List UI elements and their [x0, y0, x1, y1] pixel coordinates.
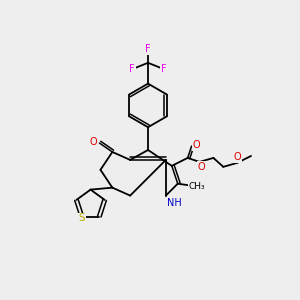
Text: O: O	[193, 140, 200, 150]
Text: F: F	[145, 44, 151, 54]
Text: F: F	[161, 64, 167, 74]
Text: O: O	[198, 162, 205, 172]
Text: O: O	[233, 152, 241, 162]
Text: NH: NH	[167, 199, 182, 208]
Text: F: F	[129, 64, 135, 74]
Text: O: O	[90, 137, 97, 147]
Text: S: S	[79, 214, 85, 224]
Text: CH₃: CH₃	[188, 182, 205, 191]
